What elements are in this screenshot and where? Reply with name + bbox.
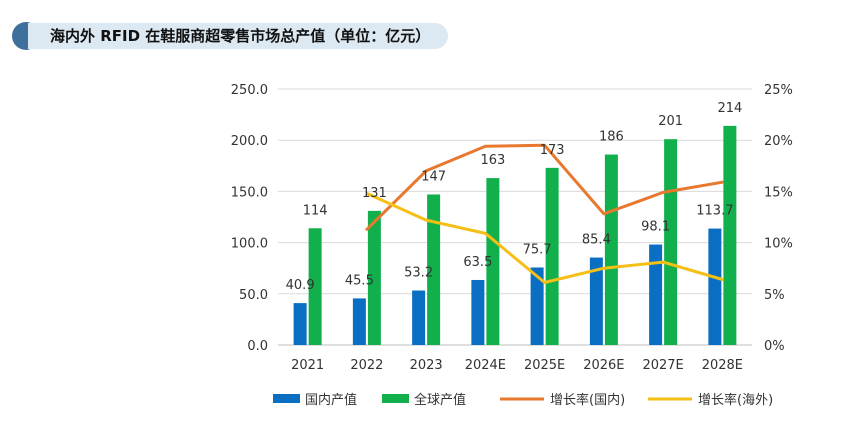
bar-global <box>723 125 737 345</box>
y-right-tick-label: 20% <box>764 134 793 149</box>
legend-global-label: 全球产值 <box>414 392 466 408</box>
bar-domestic <box>412 290 426 345</box>
bar-global <box>664 139 678 345</box>
data-label-global: 186 <box>599 130 624 145</box>
x-tick-label: 2025E <box>524 358 565 373</box>
line-growth-overseas <box>365 191 724 284</box>
y-left-tick-label: 200.0 <box>231 134 268 149</box>
data-label-domestic: 40.9 <box>286 278 315 293</box>
bar-global <box>604 154 618 345</box>
data-label-domestic: 63.5 <box>463 255 492 270</box>
y-right-tick-label: 5% <box>764 288 785 303</box>
chart-title: 海内外 RFID 在鞋服商超零售市场总产值（单位：亿元） <box>28 23 449 49</box>
legend-growth-domestic-label: 增长率(国内) <box>550 392 625 408</box>
bars <box>293 125 737 345</box>
right-axis: 0% 5% 10% 15% 20% 25% <box>764 83 793 354</box>
x-tick-label: 2023 <box>410 358 443 373</box>
x-tick-label: 2024E <box>465 358 506 373</box>
legend: 国内产值 全球产值 增长率(国内) 增长率(海外) <box>273 392 773 408</box>
data-label-domestic: 113.7 <box>696 204 733 219</box>
x-tick-label: 2022 <box>350 358 383 373</box>
x-tick-label: 2028E <box>702 358 743 373</box>
data-label-global: 131 <box>362 186 387 201</box>
data-label-domestic: 53.2 <box>404 266 433 281</box>
data-label-global: 114 <box>303 203 328 218</box>
data-label-global: 163 <box>480 153 505 168</box>
x-tick-label: 2026E <box>583 358 624 373</box>
bar-global <box>486 178 500 345</box>
y-left-tick-label: 250.0 <box>231 83 268 98</box>
data-label-domestic: 98.1 <box>641 220 670 235</box>
bar-global <box>427 194 441 345</box>
bar-domestic <box>471 279 485 345</box>
bar-domestic <box>708 228 722 345</box>
data-label-global: 214 <box>717 101 742 116</box>
legend-domestic-swatch <box>273 394 300 403</box>
data-label-global: 173 <box>540 143 565 158</box>
line-growth-domestic <box>365 143 724 231</box>
x-tick-label: 2027E <box>642 358 683 373</box>
x-axis: 2021 2022 2023 2024E 2025E 2026E 2027E 2028E <box>291 358 743 373</box>
y-right-tick-label: 15% <box>764 185 793 200</box>
data-label-domestic: 85.4 <box>582 233 611 248</box>
y-left-tick-label: 100.0 <box>231 237 268 252</box>
bar-domestic <box>530 267 544 345</box>
bar-domestic <box>293 303 307 345</box>
x-tick-label: 2021 <box>291 358 324 373</box>
y-left-tick-label: 150.0 <box>231 185 268 200</box>
bar-domestic <box>589 257 603 345</box>
bar-global <box>308 228 322 345</box>
lines <box>365 143 724 284</box>
left-axis: 0.0 50.0 100.0 150.0 200.0 250.0 <box>231 83 268 354</box>
y-left-tick-label: 50.0 <box>239 288 268 303</box>
legend-domestic-label: 国内产值 <box>305 392 357 408</box>
y-right-tick-label: 0% <box>764 339 785 354</box>
y-left-tick-label: 0.0 <box>247 339 268 354</box>
bar-domestic <box>649 244 663 345</box>
y-right-tick-label: 25% <box>764 83 793 98</box>
data-label-global: 201 <box>658 114 683 129</box>
data-label-domestic: 45.5 <box>345 273 374 288</box>
bar-global <box>367 210 381 345</box>
data-labels: 40.9 45.5 53.2 63.5 75.7 85.4 98.1 113.7 114 131 1… <box>286 101 743 293</box>
y-right-tick-label: 10% <box>764 237 793 252</box>
bar-global <box>545 167 559 345</box>
data-label-global: 147 <box>421 169 446 184</box>
legend-global-swatch <box>382 394 409 403</box>
legend-growth-overseas-label: 增长率(海外) <box>698 392 773 408</box>
data-label-domestic: 75.7 <box>523 242 552 257</box>
bar-domestic <box>352 298 366 345</box>
